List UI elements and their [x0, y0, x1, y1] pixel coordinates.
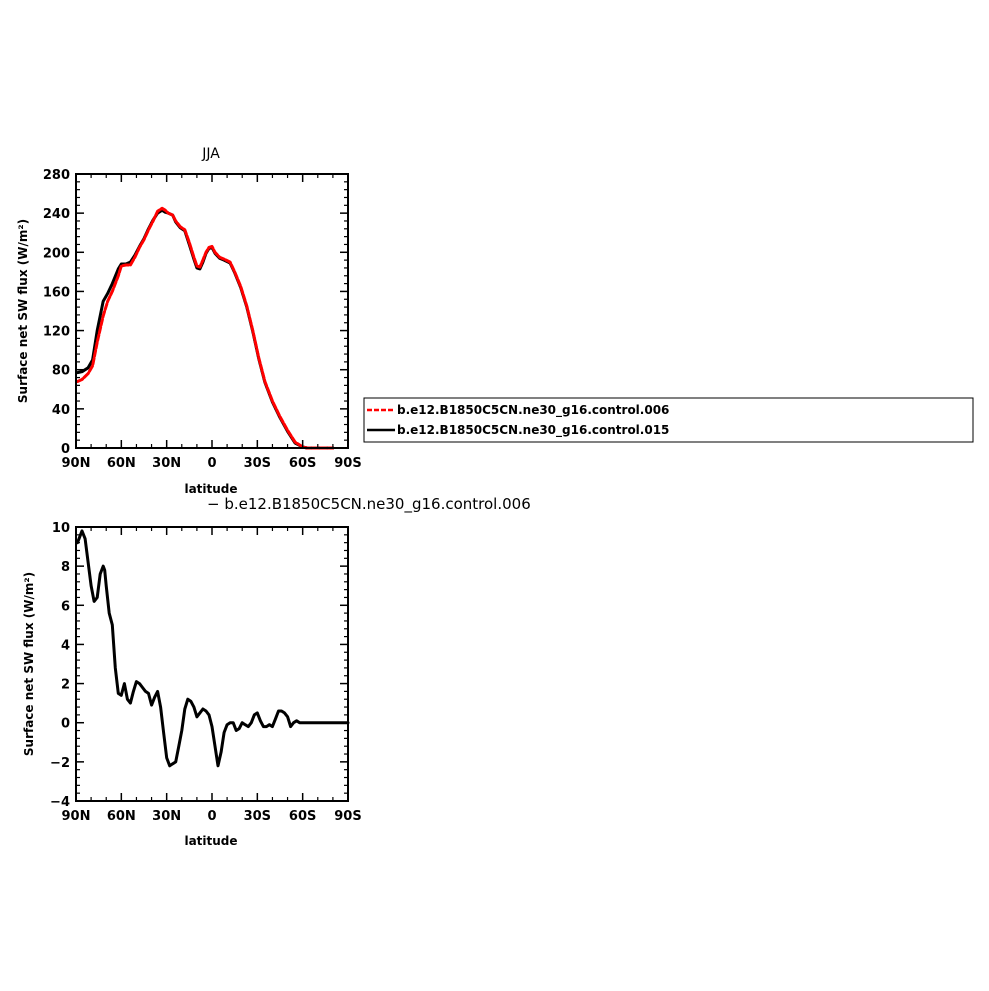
bottom-y-tick-label: −4 [50, 795, 70, 810]
legend: b.e12.B1850C5CN.ne30_g16.control.006 b.e… [363, 397, 974, 443]
top-x-axis-title: latitude [184, 482, 237, 496]
bottom-y-tick-label: 8 [61, 560, 70, 575]
top-y-axis-title: Surface net SW flux (W/m²) [16, 219, 30, 403]
top-series-line-1 [76, 206, 335, 450]
top-series-line-2 [76, 208, 335, 450]
top-x-tick-label: 30N [152, 456, 181, 471]
top-x-tick-label: 0 [207, 456, 216, 471]
bottom-plot-frame [75, 526, 349, 802]
bottom-x-tick-label: 30S [244, 809, 271, 824]
bottom-y-tick-label: 2 [61, 678, 70, 693]
bottom-series-lines [76, 529, 350, 768]
bottom-axes: 90N 60N 30N 0 30S 60S 90S −4 −2 0 2 4 6 8 10 [50, 521, 362, 824]
legend-box [363, 397, 974, 443]
top-panel-title: JJA [201, 146, 220, 162]
bottom-series-line-1 [76, 529, 350, 768]
bottom-x-tick-label: 90S [334, 809, 361, 824]
top-y-tick-label: 160 [43, 285, 70, 300]
bottom-x-axis-title: latitude [184, 834, 237, 848]
top-panel: JJA 90N 60N 30N 0 30S 60S 90S 0 40 80 120 160 200 240… [16, 146, 362, 496]
top-x-tick-label: 60S [289, 456, 316, 471]
legend-label-015: b.e12.B1850C5CN.ne30_g16.control.015 [397, 423, 669, 438]
top-x-tick-label: 30S [244, 456, 271, 471]
bottom-panel: − b.e12.B1850C5CN.ne30_g16.control.006 9… [22, 495, 531, 848]
top-y-tick-label: 240 [43, 207, 70, 222]
bottom-y-tick-label: 4 [61, 638, 70, 653]
top-x-tick-label: 60N [107, 456, 136, 471]
bottom-y-axis-title: Surface net SW flux (W/m²) [22, 572, 36, 756]
top-y-tick-label: 80 [52, 364, 70, 379]
top-y-tick-label: 280 [43, 168, 70, 183]
top-y-tick-label: 120 [43, 325, 70, 340]
bottom-x-tick-label: 0 [207, 809, 216, 824]
bottom-y-tick-label: 10 [52, 521, 70, 536]
bottom-y-tick-label: −2 [50, 756, 70, 771]
top-y-tick-label: 200 [43, 246, 70, 261]
bottom-panel-subtitle: − b.e12.B1850C5CN.ne30_g16.control.006 [207, 495, 531, 514]
top-plot-frame [75, 173, 349, 449]
top-axes: 90N 60N 30N 0 30S 60S 90S 0 40 80 120 160 200 240 280 [43, 168, 362, 471]
bottom-y-tick-label: 0 [61, 717, 70, 732]
top-x-tick-label: 90S [334, 456, 361, 471]
bottom-x-tick-label: 60N [107, 809, 136, 824]
top-series-lines [76, 206, 335, 450]
bottom-x-tick-label: 30N [152, 809, 181, 824]
top-x-tick-label: 90N [62, 456, 91, 471]
top-y-tick-label: 40 [52, 403, 70, 418]
top-y-tick-label: 0 [61, 442, 70, 457]
bottom-y-tick-label: 6 [61, 599, 70, 614]
legend-label-006: b.e12.B1850C5CN.ne30_g16.control.006 [397, 403, 669, 418]
bottom-x-tick-label: 60S [289, 809, 316, 824]
bottom-x-tick-label: 90N [62, 809, 91, 824]
